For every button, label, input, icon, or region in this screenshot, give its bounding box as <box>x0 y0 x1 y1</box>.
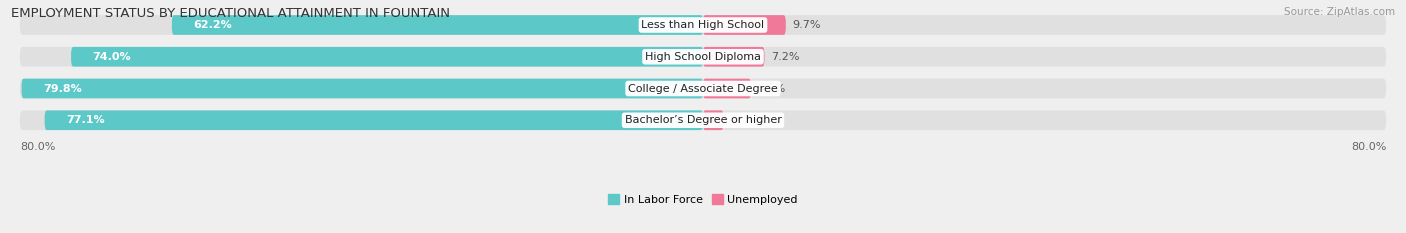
Text: Bachelor’s Degree or higher: Bachelor’s Degree or higher <box>624 115 782 125</box>
FancyBboxPatch shape <box>703 47 765 67</box>
FancyBboxPatch shape <box>21 79 703 98</box>
FancyBboxPatch shape <box>20 47 1386 67</box>
FancyBboxPatch shape <box>703 15 786 35</box>
Text: 7.2%: 7.2% <box>772 52 800 62</box>
Text: High School Diploma: High School Diploma <box>645 52 761 62</box>
Text: 80.0%: 80.0% <box>1351 141 1386 151</box>
FancyBboxPatch shape <box>703 79 751 98</box>
Text: 5.6%: 5.6% <box>758 83 786 93</box>
Text: 62.2%: 62.2% <box>193 20 232 30</box>
Text: 80.0%: 80.0% <box>20 141 55 151</box>
FancyBboxPatch shape <box>45 110 703 130</box>
Text: 2.4%: 2.4% <box>730 115 759 125</box>
FancyBboxPatch shape <box>20 15 1386 35</box>
Text: College / Associate Degree: College / Associate Degree <box>628 83 778 93</box>
Text: 74.0%: 74.0% <box>93 52 131 62</box>
FancyBboxPatch shape <box>20 79 1386 98</box>
Text: 79.8%: 79.8% <box>44 83 82 93</box>
FancyBboxPatch shape <box>703 110 724 130</box>
Text: Source: ZipAtlas.com: Source: ZipAtlas.com <box>1284 7 1395 17</box>
Text: Less than High School: Less than High School <box>641 20 765 30</box>
FancyBboxPatch shape <box>172 15 703 35</box>
FancyBboxPatch shape <box>20 110 1386 130</box>
Text: 9.7%: 9.7% <box>793 20 821 30</box>
Text: EMPLOYMENT STATUS BY EDUCATIONAL ATTAINMENT IN FOUNTAIN: EMPLOYMENT STATUS BY EDUCATIONAL ATTAINM… <box>11 7 450 20</box>
FancyBboxPatch shape <box>72 47 703 67</box>
Legend: In Labor Force, Unemployed: In Labor Force, Unemployed <box>603 190 803 209</box>
Text: 77.1%: 77.1% <box>66 115 104 125</box>
